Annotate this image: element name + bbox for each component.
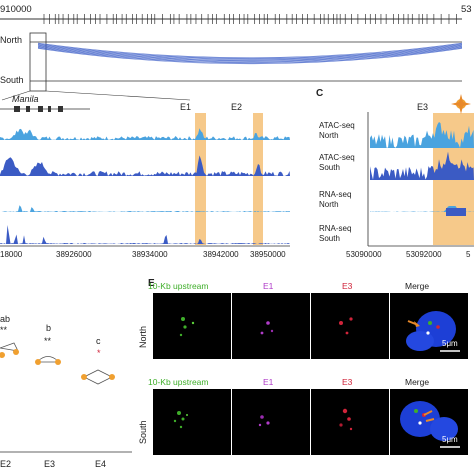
b-atac-north-track (0, 128, 290, 140)
hic-arc (37, 45, 463, 62)
micrograph-north-merge: 5μm (390, 293, 468, 359)
enhancer-e3-label: E3 (417, 102, 429, 112)
d-letter-ab: ab (0, 314, 11, 324)
start-coord: 910000 (0, 4, 32, 15)
end-coord: 53 (461, 4, 472, 15)
gene-exon (38, 106, 43, 112)
genome-ruler (0, 14, 462, 24)
hic-arc (37, 44, 463, 60)
c-track-rna-south: RNA-seq South (319, 224, 352, 243)
row-north: North (0, 35, 23, 45)
panel-c-letter: C (316, 88, 324, 99)
loop-diagram-e4 (81, 369, 115, 385)
c-tick-2: 5 (466, 250, 471, 259)
hic-arcs (37, 42, 463, 65)
col-header-e1-south: E1 (263, 377, 274, 387)
star-marker-icon (451, 94, 471, 114)
col-header-merge-north: Merge (405, 281, 430, 291)
b-tick-3: 38942000 (203, 250, 239, 259)
panel-e-letter: E (148, 278, 155, 289)
col-header-upstream-south: 10-Kb upstream (148, 377, 209, 387)
micrograph-south-e1 (232, 389, 310, 455)
b-rna-south-track (0, 224, 290, 244)
row-label-north: North (138, 325, 148, 348)
c-track-rna-north: RNA-seq North (319, 190, 352, 209)
e1-highlight (195, 113, 206, 245)
gene-exon (48, 106, 51, 112)
d-star-3: * (97, 348, 101, 358)
hic-arc (37, 43, 463, 60)
micrograph-north-e1 (232, 293, 310, 359)
gene-name: Manila (12, 94, 39, 104)
d-x-e2: E2 (0, 459, 12, 469)
d-x-e4: E4 (95, 459, 107, 469)
b-rna-north-track (0, 205, 290, 212)
micrograph-north-upstream (153, 293, 231, 359)
gene-exon (58, 106, 63, 112)
col-header-e1-north: E1 (263, 281, 274, 291)
d-star-1: ** (0, 325, 8, 335)
loop-diagram-e3 (35, 356, 61, 365)
b-tick-4: 38950000 (250, 250, 286, 259)
c-atac-south-track (370, 151, 474, 180)
gene-exon (14, 106, 20, 112)
c-rna-north-bars (446, 208, 466, 216)
scale-bar-south: 5μm (442, 435, 458, 444)
row-label-south: South (138, 420, 148, 444)
c-atac-north-track (370, 122, 474, 148)
micrograph-south-e3 (311, 389, 389, 455)
gene-exon (26, 106, 30, 112)
hic-arc (37, 48, 463, 65)
b-tick-2: 38934000 (132, 250, 168, 259)
c-track-atac-south: ATAC-seq South (319, 153, 355, 172)
hic-arc (37, 42, 463, 58)
d-letter-c: c (96, 336, 101, 346)
enhancer-e2-label: E2 (231, 102, 243, 112)
col-header-merge-south: Merge (405, 377, 430, 387)
col-header-e3-north: E3 (342, 281, 353, 291)
c-tick-0: 53090000 (346, 250, 382, 259)
enhancer-e1-label: E1 (180, 102, 192, 112)
hic-arc (37, 45, 463, 61)
hic-arc (37, 43, 463, 59)
d-x-e3: E3 (44, 459, 56, 469)
micrograph-south-merge: 5μm (390, 389, 468, 455)
loop-diagram-e2 (0, 342, 19, 358)
col-header-e3-south: E3 (342, 377, 353, 387)
d-letter-b: b (46, 323, 52, 333)
hic-arc (37, 47, 463, 64)
micrograph-south-upstream (153, 389, 231, 455)
scale-bar-north: 5μm (442, 339, 458, 348)
c-tick-1: 53092000 (406, 250, 442, 259)
micrograph-north-e3 (311, 293, 389, 359)
b-tick-1: 38926000 (56, 250, 92, 259)
b-atac-south-track (0, 155, 290, 176)
col-header-upstream-north: 10-Kb upstream (148, 281, 209, 291)
c-track-atac-north: ATAC-seq North (319, 121, 355, 140)
zoom-box (29, 32, 47, 92)
hic-arc (37, 46, 463, 62)
row-south: South (0, 75, 24, 85)
e2-highlight (253, 113, 263, 245)
hic-arc (37, 46, 463, 63)
b-tick-0: 18000 (0, 250, 23, 259)
gene-model (14, 106, 63, 112)
d-star-2: ** (44, 336, 52, 346)
